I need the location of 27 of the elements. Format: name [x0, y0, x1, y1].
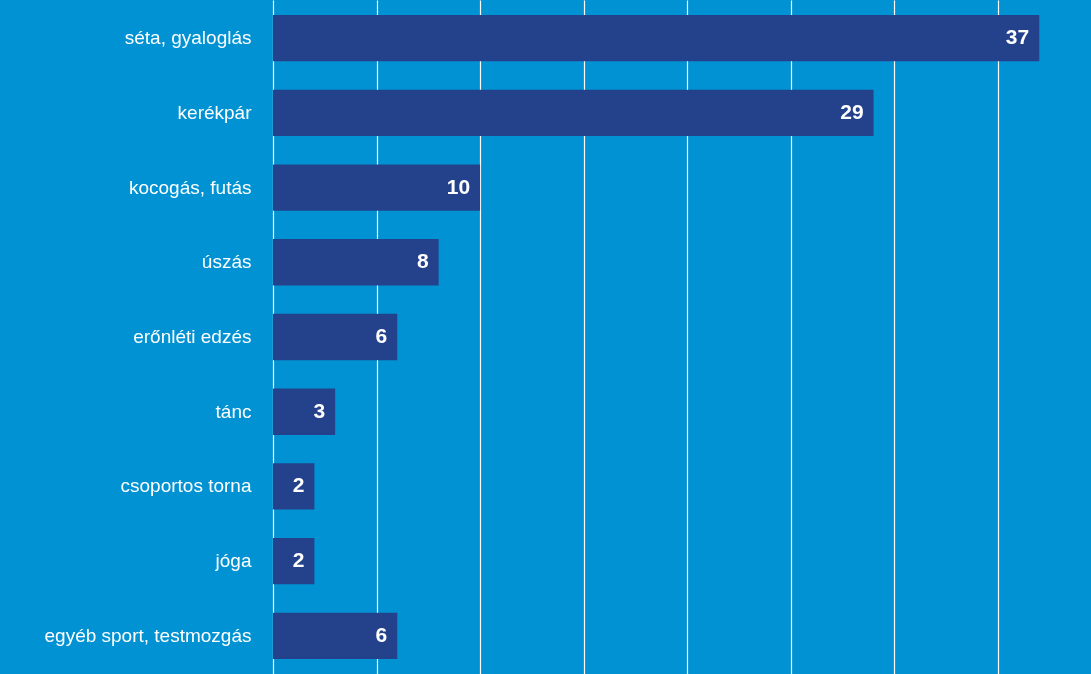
y-tick-label: kerékpár — [177, 101, 253, 123]
data-label: 6 — [375, 622, 388, 646]
data-label: 37 — [1005, 25, 1030, 49]
bar — [273, 164, 481, 211]
y-tick-label: erőnléti edzés — [133, 326, 252, 347]
data-label: 3 — [313, 398, 326, 422]
y-tick-label: egyéb sport, testmozgás — [44, 624, 252, 646]
bar — [273, 89, 874, 136]
bar — [273, 388, 336, 435]
y-tick-label: csoportos torna — [120, 475, 252, 497]
y-tick-label: séta, gyaloglás — [124, 27, 252, 49]
data-label: 8 — [416, 249, 429, 273]
bar — [273, 239, 439, 286]
bar — [273, 538, 315, 585]
bar — [273, 313, 398, 361]
data-label: 29 — [840, 99, 864, 123]
y-tick-label: tánc — [215, 400, 252, 422]
data-label: 10 — [446, 174, 471, 198]
data-label: 2 — [292, 548, 305, 572]
bar — [273, 612, 398, 660]
y-tick-label: jóga — [214, 550, 252, 572]
bar — [273, 14, 1040, 62]
y-tick-label: úszás — [201, 251, 252, 273]
data-label: 6 — [375, 324, 388, 347]
data-label: 2 — [292, 473, 305, 497]
bar — [273, 463, 315, 510]
y-tick-label: kocogás, futás — [128, 176, 252, 198]
